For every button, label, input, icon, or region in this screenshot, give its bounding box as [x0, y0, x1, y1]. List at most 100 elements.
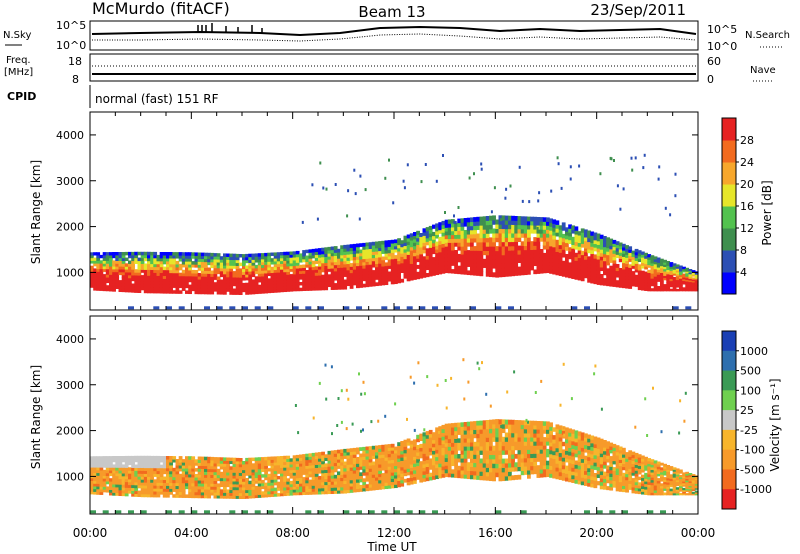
heatmap-cell — [109, 489, 113, 493]
heatmap-cell — [314, 467, 319, 471]
heatmap-cell — [669, 284, 674, 288]
heatmap-cell — [400, 240, 405, 245]
heatmap-cell — [590, 435, 595, 440]
heatmap-cell — [530, 420, 534, 426]
heatmap-cell — [688, 287, 693, 290]
heatmap-cell — [546, 425, 550, 430]
heatmap-cell — [191, 465, 196, 469]
heatmap-cell — [511, 441, 515, 447]
heatmap-cell — [213, 495, 218, 499]
heatmap-cell — [644, 258, 648, 262]
heatmap-cell — [384, 466, 389, 471]
heatmap-cell — [517, 254, 522, 259]
heatmap-cell — [565, 254, 569, 259]
heatmap-cell — [210, 477, 215, 481]
heatmap-cell — [403, 265, 408, 269]
heatmap-cell — [577, 276, 582, 281]
heatmap-cell — [156, 479, 161, 483]
heatmap-cell — [612, 246, 617, 251]
heatmap-cell — [441, 424, 446, 430]
heatmap-cell — [470, 233, 474, 239]
heatmap-cell — [359, 475, 363, 480]
heatmap-cell — [498, 476, 503, 482]
heatmap-cell — [261, 273, 265, 277]
heatmap-cell — [261, 468, 265, 472]
heatmap-cell — [251, 474, 256, 479]
heatmap-cell — [375, 254, 379, 258]
heatmap-cell — [200, 279, 205, 283]
heatmap-cell — [162, 257, 167, 262]
heatmap-cell — [194, 255, 199, 259]
heatmap-cell — [419, 306, 426, 310]
heatmap-cell — [473, 421, 477, 426]
heatmap-cell — [124, 484, 129, 488]
heatmap-cell — [311, 470, 316, 475]
heatmap-cell — [292, 458, 297, 462]
heatmap-cell — [669, 274, 674, 278]
heatmap-cell — [466, 270, 471, 276]
heatmap-cell — [466, 433, 471, 439]
colorbar-tick-label: 28 — [740, 134, 754, 147]
heatmap-cell — [432, 453, 436, 459]
heatmap-cell — [622, 482, 626, 486]
heatmap-cell — [387, 262, 392, 266]
heatmap-cell — [561, 468, 566, 474]
heatmap-cell — [622, 479, 626, 483]
heatmap-cell — [618, 245, 623, 250]
heatmap-cell — [223, 480, 227, 485]
heatmap-cell — [660, 258, 664, 262]
heatmap-cell — [238, 282, 243, 287]
heatmap-cell — [257, 462, 262, 467]
heatmap-cell — [419, 239, 424, 244]
heatmap-cell — [596, 258, 601, 264]
heatmap-cell — [292, 463, 297, 468]
heatmap-cell — [482, 229, 487, 234]
heatmap-cell — [606, 258, 610, 263]
heatmap-cell — [257, 276, 262, 280]
heatmap-cell — [197, 252, 202, 257]
heatmap-cell — [504, 441, 509, 447]
heatmap-cell — [318, 470, 322, 474]
heatmap-cell — [428, 458, 433, 463]
heatmap-cell — [276, 257, 281, 262]
heatmap-cell — [321, 283, 325, 288]
heatmap-cell — [254, 460, 259, 464]
heatmap-cell — [213, 258, 218, 263]
heatmap-cell — [375, 269, 379, 274]
heatmap-cell — [679, 276, 683, 279]
heatmap-cell — [552, 462, 557, 467]
heatmap-cell — [213, 253, 218, 257]
heatmap-cell — [501, 250, 506, 256]
heatmap-cell — [267, 473, 272, 478]
heatmap-cell — [121, 478, 126, 483]
heatmap-cell — [539, 437, 544, 442]
heatmap-cell — [327, 246, 332, 251]
heatmap-cell — [470, 421, 474, 427]
heatmap-cell — [523, 445, 528, 451]
heatmap-cell — [248, 282, 253, 286]
heatmap-cell — [463, 246, 468, 251]
heatmap-cell — [634, 283, 639, 287]
heatmap-cell — [286, 288, 291, 292]
heatmap-cell — [289, 489, 294, 493]
heatmap-cell — [352, 482, 357, 487]
heatmap-cell — [305, 471, 310, 475]
heatmap-cell — [457, 222, 462, 228]
heatmap-cell — [216, 489, 221, 493]
heatmap-cell — [150, 254, 154, 259]
heatmap-cell — [634, 257, 639, 261]
heatmap-cell — [403, 439, 408, 444]
heatmap-cell — [568, 432, 572, 437]
heatmap-cell — [473, 254, 477, 260]
heatmap-cell — [330, 286, 335, 290]
heatmap-cell — [400, 469, 405, 474]
heatmap-cell — [308, 266, 313, 271]
heatmap-cell — [283, 260, 287, 264]
heatmap-cell — [603, 447, 607, 452]
heatmap-cell — [292, 276, 297, 281]
heatmap-cell — [242, 484, 246, 488]
heatmap-cell — [476, 445, 481, 451]
heatmap-cell — [428, 243, 433, 248]
heatmap-cell — [400, 463, 405, 468]
heatmap-cell — [166, 473, 170, 478]
